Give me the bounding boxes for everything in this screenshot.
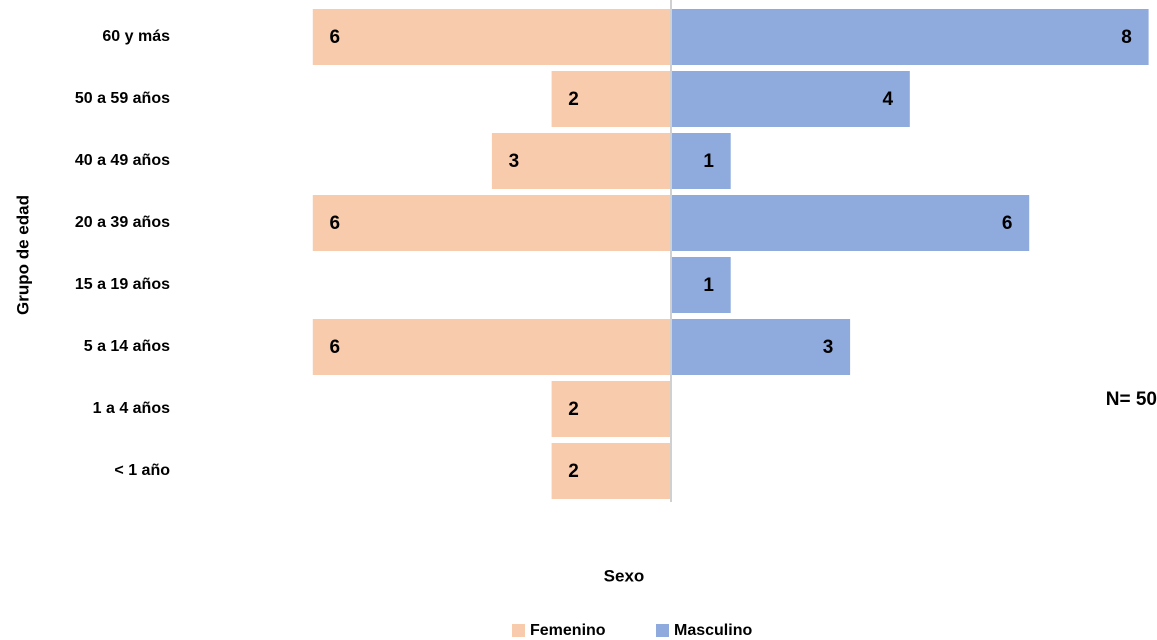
- bar: [671, 71, 910, 127]
- y-tick-label: 40 a 49 años: [75, 152, 170, 169]
- bar: [312, 319, 671, 375]
- data-label: 2: [568, 461, 579, 482]
- data-label: 2: [568, 399, 579, 420]
- bar: [671, 133, 731, 189]
- y-tick-label: 60 y más: [102, 28, 170, 45]
- data-label: 3: [509, 151, 520, 172]
- bar: [671, 319, 851, 375]
- y-tick-label: 1 a 4 años: [93, 400, 170, 417]
- legend-label: Masculino: [674, 622, 752, 639]
- annotation: N= 50: [1106, 389, 1157, 410]
- legend-label: Femenino: [530, 622, 606, 639]
- y-tick-label: 15 a 19 años: [75, 276, 170, 293]
- data-label: 6: [1002, 213, 1013, 234]
- bar: [551, 381, 671, 437]
- bar: [312, 9, 671, 65]
- data-label: 6: [330, 27, 341, 48]
- y-tick-label: 5 a 14 años: [84, 338, 170, 355]
- data-label: 6: [330, 337, 341, 358]
- bar: [312, 195, 671, 251]
- bar: [671, 195, 1030, 251]
- bar: [551, 71, 671, 127]
- data-label: 6: [330, 213, 341, 234]
- bar: [671, 257, 731, 313]
- y-axis-title: Grupo de edad: [13, 195, 32, 315]
- data-label: 8: [1121, 27, 1132, 48]
- data-label: 2: [568, 89, 579, 110]
- y-tick-label: 50 a 59 años: [75, 90, 170, 107]
- legend-swatch: [512, 624, 525, 637]
- bar: [551, 443, 671, 499]
- data-label: 3: [823, 337, 834, 358]
- y-tick-label: < 1 año: [114, 462, 170, 479]
- x-axis-title: Sexo: [604, 566, 645, 585]
- bar: [491, 133, 671, 189]
- legend-swatch: [656, 624, 669, 637]
- data-label: 1: [703, 151, 714, 172]
- data-label: 1: [703, 275, 714, 296]
- bar: [671, 9, 1149, 65]
- y-tick-label: 20 a 39 años: [75, 214, 170, 231]
- data-label: 4: [883, 89, 894, 110]
